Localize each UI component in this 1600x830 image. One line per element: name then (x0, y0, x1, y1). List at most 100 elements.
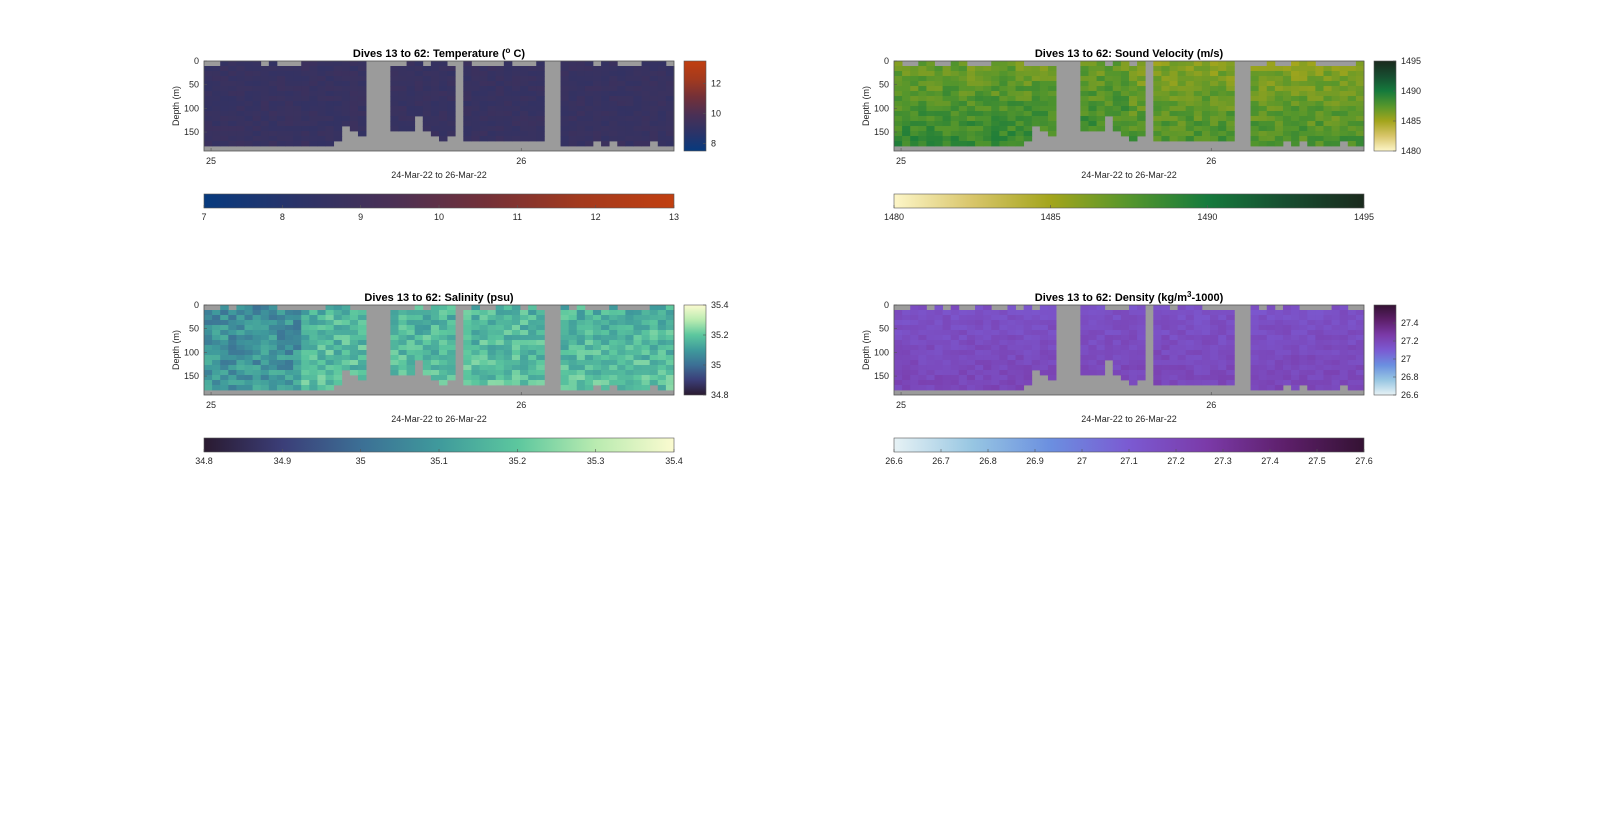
heatmap-cell (934, 385, 944, 391)
heatmap-cell (1355, 370, 1365, 376)
heatmap-cell (520, 66, 529, 72)
heatmap-cell (536, 126, 545, 132)
heatmap-cell (1007, 375, 1016, 381)
heatmap-cell (983, 370, 992, 376)
heatmap-cell (268, 131, 278, 137)
heatmap-cell (942, 66, 952, 72)
heatmap-cell (439, 96, 448, 102)
heatmap-cell (576, 61, 586, 67)
heatmap-cell (633, 335, 642, 341)
heatmap-cell (260, 380, 270, 386)
heatmap-cell (301, 340, 310, 346)
heatmap-cell (1307, 81, 1316, 87)
heatmap-cell (665, 320, 675, 326)
heatmap-cell (1161, 76, 1170, 82)
heatmap-cell (1307, 370, 1316, 376)
heatmap-cell (244, 121, 254, 127)
heatmap-cell (285, 126, 294, 132)
heatmap-cell (1347, 360, 1357, 366)
heatmap-cell (1039, 350, 1049, 356)
heatmap-cell (325, 91, 335, 97)
heatmap-cell (1282, 325, 1292, 331)
heatmap-cell (1177, 375, 1187, 381)
heatmap-cell (1137, 126, 1146, 132)
heatmap-cell (357, 315, 367, 321)
heatmap-cell (1291, 116, 1300, 122)
heatmap-cell (576, 365, 586, 371)
heatmap-cell (252, 335, 262, 341)
heatmap-cell (1218, 335, 1227, 341)
heatmap-cell (301, 320, 310, 326)
heatmap-cell (252, 101, 262, 107)
heatmap-cell (991, 106, 1000, 112)
heatmap-cell (1307, 355, 1316, 361)
heatmap-cell (1088, 81, 1097, 87)
heatmap-cell (301, 66, 310, 72)
heatmap-cell (398, 350, 407, 356)
heatmap-cell (220, 121, 229, 127)
heatmap-cell (293, 380, 302, 386)
heatmap-cell (991, 61, 1000, 67)
heatmap-cell (1226, 375, 1235, 381)
heatmap-cell (1201, 66, 1211, 72)
heatmap-cell (1193, 370, 1203, 376)
heatmap-cell (317, 325, 326, 331)
heatmap-cell (1201, 81, 1211, 87)
bottom-colorbar-tick: 34.9 (274, 456, 292, 466)
heatmap-cell (942, 375, 952, 381)
heatmap-cell (983, 320, 992, 326)
heatmap-cell (511, 126, 521, 132)
heatmap-cell (649, 61, 659, 67)
heatmap-cell (1218, 315, 1227, 321)
heatmap-cell (601, 131, 610, 137)
heatmap-cell (1120, 91, 1130, 97)
heatmap-cell (1185, 106, 1195, 112)
heatmap-cell (1039, 121, 1049, 127)
heatmap-cell (576, 121, 586, 127)
heatmap-cell (463, 375, 472, 381)
heatmap-cell (1201, 91, 1211, 97)
heatmap-cell (592, 131, 602, 137)
heatmap-cell (1112, 116, 1122, 122)
heatmap-cell (665, 310, 675, 316)
heatmap-cell (1258, 380, 1268, 386)
heatmap-cell (576, 320, 586, 326)
heatmap-cell (1307, 365, 1316, 371)
side-colorbar-tick: 26.6 (1401, 390, 1419, 400)
heatmap-cell (1137, 315, 1146, 321)
heatmap-cell (349, 76, 359, 82)
heatmap-cell (1339, 86, 1349, 92)
heatmap-cell (1023, 320, 1033, 326)
heatmap-cell (649, 315, 659, 321)
heatmap-cell (625, 360, 634, 366)
heatmap-cell (999, 315, 1008, 321)
heatmap-cell (991, 380, 1000, 386)
heatmap-cell (390, 365, 399, 371)
heatmap-cell (220, 365, 229, 371)
heatmap-cell (236, 61, 245, 67)
heatmap-cell (918, 330, 927, 336)
heatmap-cell (966, 360, 976, 366)
heatmap-cell (1088, 350, 1097, 356)
heatmap-cell (592, 111, 602, 117)
heatmap-cell (950, 350, 960, 356)
heatmap-cell (1315, 315, 1324, 321)
heatmap-cell (657, 350, 667, 356)
heatmap-cell (1129, 121, 1138, 127)
heatmap-cell (439, 66, 448, 72)
heatmap-cell (1355, 310, 1365, 316)
heatmap-cell (228, 91, 237, 97)
heatmap-cell (1153, 101, 1162, 107)
heatmap-cell (1291, 350, 1300, 356)
heatmap-cell (204, 81, 213, 87)
heatmap-cell (1161, 330, 1170, 336)
heatmap-cell (1096, 350, 1106, 356)
heatmap-cell (268, 76, 278, 82)
heatmap-cell (1291, 315, 1300, 321)
panel-title: Dives 13 to 62: Sound Velocity (m/s) (1035, 48, 1224, 60)
heatmap-cell (204, 96, 213, 102)
heatmap-cell (617, 320, 626, 326)
heatmap-cell (926, 370, 935, 376)
heatmap-cell (902, 71, 911, 77)
heatmap-cell (609, 310, 618, 316)
